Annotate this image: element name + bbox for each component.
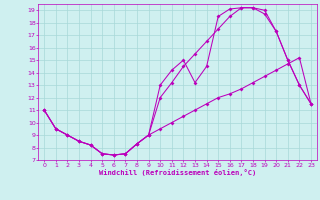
X-axis label: Windchill (Refroidissement éolien,°C): Windchill (Refroidissement éolien,°C)	[99, 169, 256, 176]
